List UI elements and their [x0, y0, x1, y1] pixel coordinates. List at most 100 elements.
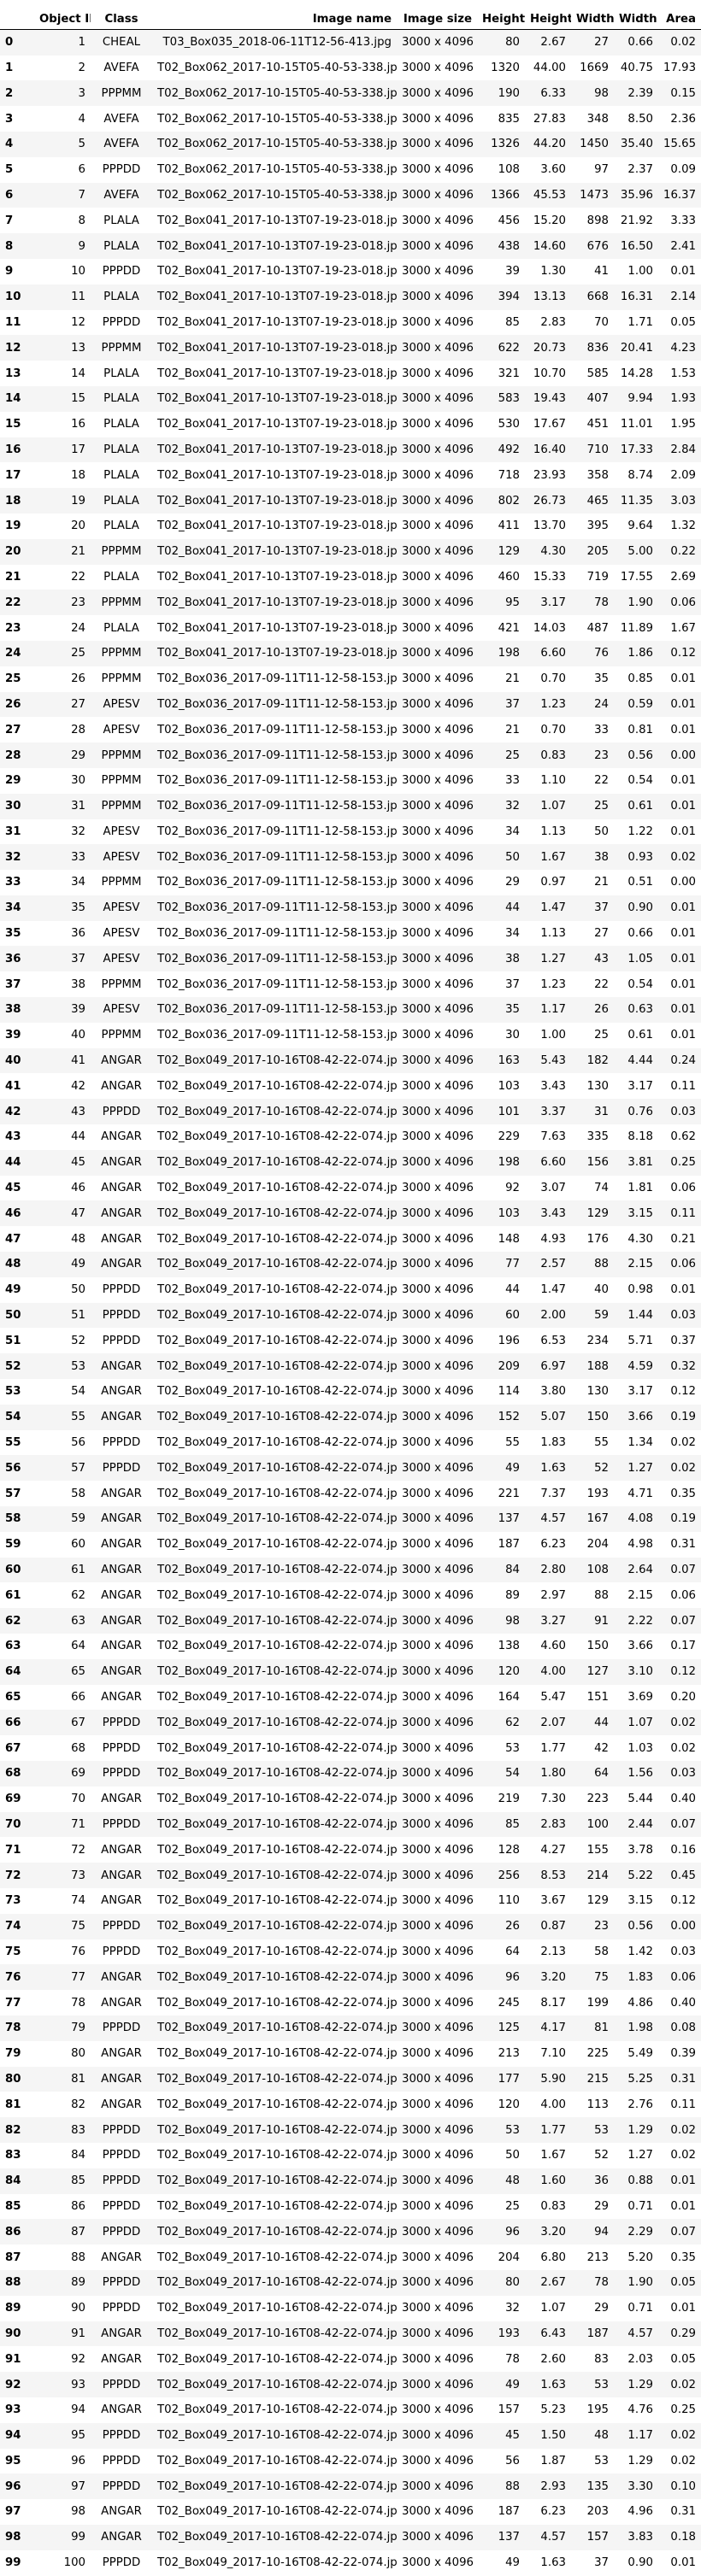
table-row: 28 29 PPPMM T02_Box036_2017-09-11T11-12-58-…	[0, 742, 701, 768]
height-pct-cell: 1.23	[540, 977, 566, 991]
width-px-cell: 1473	[580, 188, 609, 202]
object-id-cell: 3	[78, 86, 85, 100]
width-pct-cell: 8.74	[627, 468, 653, 482]
image-name-cell: T02_Box049_2017-10-16T08-42-22-074.jpg	[157, 1283, 397, 1297]
width-px-cell: 407	[586, 392, 609, 406]
image-size-cell: 3000 x 4096	[402, 1970, 474, 1984]
height-pct-cell: 2.97	[540, 1588, 566, 1602]
image-name-cell: T02_Box049_2017-10-16T08-42-22-074.jpg	[157, 2429, 397, 2443]
image-name-cell: T02_Box049_2017-10-16T08-42-22-074.jpg	[157, 2123, 397, 2137]
area-cell: 0.20	[670, 1690, 696, 1704]
area-cell: 0.01	[670, 2174, 696, 2188]
object-id-cell: 30	[71, 774, 85, 788]
object-id-cell: 61	[71, 1564, 85, 1576]
table-row: 17 18 PLALA T02_Box041_2017-10-13T07-19-23-…	[0, 462, 701, 488]
width-px-cell: 23	[594, 748, 609, 762]
image-size-cell: 3000 x 4096	[402, 1538, 474, 1552]
height-px-cell: 60	[505, 1309, 520, 1323]
image-name-cell: T02_Box036_2017-09-11T11-12-58-153.jpg	[157, 748, 397, 762]
area-cell: 0.02	[670, 1716, 696, 1729]
table-row: 45 46 ANGAR T02_Box049_2017-10-16T08-42-22-…	[0, 1176, 701, 1201]
table-row: 27 28 APESV T02_Box036_2017-09-11T11-12-58-…	[0, 717, 701, 742]
height-px-cell: 190	[498, 86, 520, 100]
object-id-cell: 49	[71, 1258, 85, 1271]
image-name-cell: T02_Box049_2017-10-16T08-42-22-074.jpg	[157, 1054, 397, 1068]
image-name-cell: T02_Box041_2017-10-13T07-19-23-018.jpg	[157, 367, 397, 380]
area-cell: 0.31	[670, 1538, 696, 1552]
table-row: 4 5 AVEFA T02_Box062_2017-10-15T05-40-53-33…	[0, 131, 701, 157]
row-index: 73	[5, 1894, 21, 1908]
image-name-cell: T02_Box049_2017-10-16T08-42-22-074.jpg	[157, 2047, 397, 2061]
width-px-cell: 836	[586, 341, 609, 355]
width-pct-cell: 3.66	[627, 1640, 653, 1653]
area-cell: 0.06	[670, 1970, 696, 1984]
object-id-cell: 78	[71, 1996, 85, 2010]
image-size-cell: 3000 x 4096	[402, 2302, 474, 2315]
row-index: 75	[5, 1945, 21, 1958]
object-id-cell: 17	[71, 443, 85, 456]
image-name-cell: T02_Box049_2017-10-16T08-42-22-074.jpg	[157, 1970, 397, 1984]
image-name-cell: T02_Box062_2017-10-15T05-40-53-338.jpg	[157, 86, 397, 100]
image-name-cell: T02_Box049_2017-10-16T08-42-22-074.jpg	[157, 1741, 397, 1755]
width-pct-cell: 1.42	[627, 1945, 653, 1958]
width-px-cell: 100	[586, 1817, 609, 1831]
image-name-cell: T02_Box049_2017-10-16T08-42-22-074.jpg	[157, 1894, 397, 1908]
class-cell: APESV	[103, 927, 140, 941]
height-pct-cell: 44.20	[533, 138, 566, 151]
row-index: 44	[5, 1156, 21, 1170]
image-size-cell: 3000 x 4096	[402, 1640, 474, 1653]
class-cell: APESV	[103, 824, 140, 838]
width-pct-cell: 16.31	[620, 290, 653, 304]
image-size-cell: 3000 x 4096	[402, 1436, 474, 1450]
area-cell: 0.25	[670, 1156, 696, 1170]
area-cell: 0.03	[670, 1105, 696, 1118]
image-size-cell: 3000 x 4096	[402, 927, 474, 941]
width-px-cell: 75	[594, 1970, 609, 1984]
area-cell: 0.29	[670, 2327, 696, 2340]
object-id-cell: 94	[71, 2403, 85, 2417]
class-cell: PPPDD	[102, 2276, 141, 2290]
height-pct-cell: 7.37	[540, 1487, 566, 1500]
area-cell: 0.01	[670, 1003, 696, 1017]
table-row: 52 53 ANGAR T02_Box049_2017-10-16T08-42-22-…	[0, 1353, 701, 1380]
object-id-cell: 47	[71, 1206, 85, 1220]
table-row: 36 37 APESV T02_Box036_2017-09-11T11-12-58-…	[0, 946, 701, 972]
object-id-cell: 8	[78, 214, 85, 227]
height-pct-cell: 1.17	[540, 1003, 566, 1017]
area-cell: 0.06	[670, 1258, 696, 1271]
row-index: 24	[5, 647, 21, 660]
width-px-cell: 22	[594, 977, 609, 991]
class-cell: PPPDD	[102, 1741, 141, 1755]
row-index: 70	[5, 1817, 21, 1831]
width-px-cell: 129	[586, 1894, 609, 1908]
object-id-cell: 69	[71, 1767, 85, 1781]
class-cell: ANGAR	[101, 1869, 142, 1882]
width-px-cell: 98	[594, 86, 609, 100]
class-cell: PPPDD	[102, 2225, 141, 2239]
area-cell: 0.01	[670, 977, 696, 991]
object-id-cell: 21	[71, 545, 85, 559]
row-index: 38	[5, 1003, 21, 1017]
table-row: 32 33 APESV T02_Box036_2017-09-11T11-12-58-…	[0, 844, 701, 871]
class-cell: PPPMM	[101, 774, 142, 788]
row-index: 76	[5, 1970, 21, 1984]
height-px-cell: 29	[505, 876, 520, 889]
table-row: 97 98 ANGAR T02_Box049_2017-10-16T08-42-22-…	[0, 2499, 701, 2525]
row-index: 43	[5, 1130, 21, 1144]
image-size-header: Image size	[397, 0, 477, 30]
class-cell: ANGAR	[101, 2098, 142, 2111]
height-px-cell: 164	[498, 1690, 520, 1704]
area-cell: 0.02	[670, 1436, 696, 1450]
class-cell: PPPDD	[102, 2454, 141, 2467]
image-name-cell: T02_Box049_2017-10-16T08-42-22-074.jpg	[157, 2531, 397, 2544]
image-size-cell: 3000 x 4096	[402, 1741, 474, 1755]
row-index: 8	[5, 239, 14, 253]
object-id-cell: 36	[71, 927, 85, 941]
height-px-cell: 120	[498, 2098, 520, 2111]
width-px-cell: 43	[594, 952, 609, 965]
width-pct-cell: 16.50	[620, 239, 653, 253]
area-cell: 0.12	[670, 1894, 696, 1908]
table-row: 71 72 ANGAR T02_Box049_2017-10-16T08-42-22-…	[0, 1837, 701, 1863]
class-cell: PPPMM	[101, 876, 142, 889]
width-pct-cell: 21.92	[620, 214, 653, 227]
